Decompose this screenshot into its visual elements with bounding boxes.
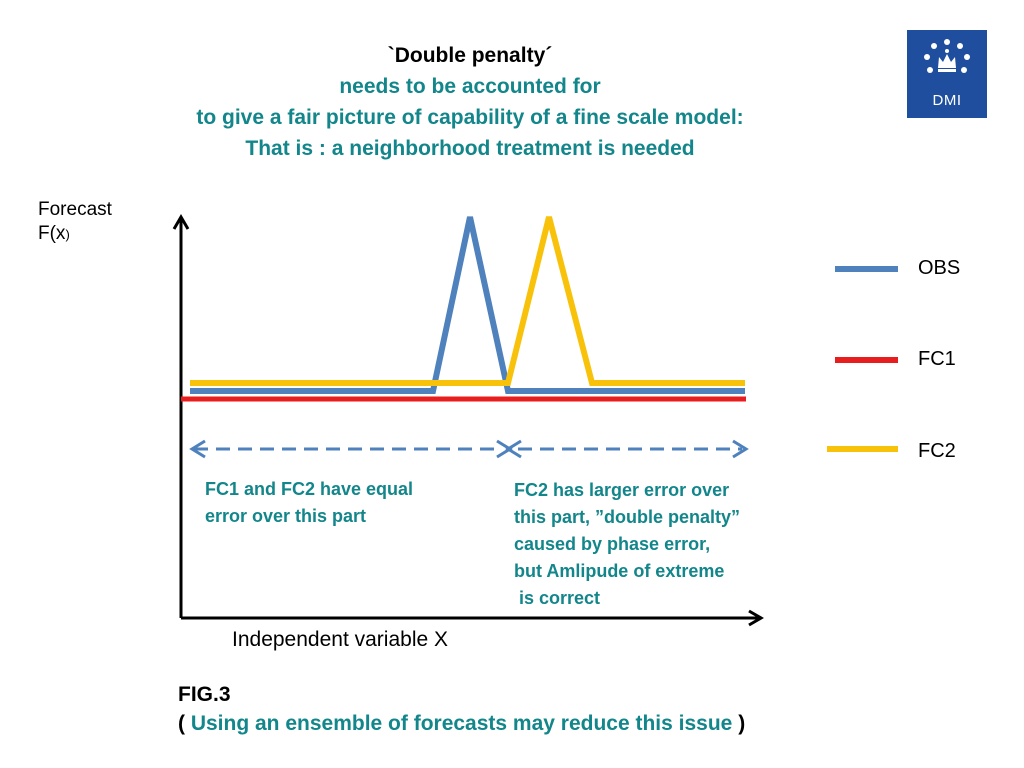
caption-text: Using an ensemble of forecasts may reduc… bbox=[190, 712, 733, 735]
obs-line bbox=[190, 216, 745, 394]
note-right: FC2 has larger error over this part, ”do… bbox=[514, 480, 741, 608]
x-axis-arrowhead bbox=[748, 609, 764, 627]
title-line-3: to give a fair picture of capability of … bbox=[196, 106, 744, 129]
y-axis-label-line-1: Forecast bbox=[38, 199, 112, 220]
title-line-4: That is : a neighborhood treatment is ne… bbox=[245, 137, 695, 160]
note-left: FC1 and FC2 have equal error over this p… bbox=[205, 479, 414, 526]
logo-text: DMI bbox=[932, 92, 962, 109]
y-axis-label: Forecast F(x) bbox=[38, 198, 112, 247]
region-arrow-right bbox=[505, 439, 749, 459]
dmi-logo: DMI bbox=[907, 30, 987, 118]
y-axis-arrowhead bbox=[172, 214, 190, 230]
x-axis-label: Independent variable X bbox=[232, 628, 448, 651]
y-axis-label-paren: ) bbox=[65, 227, 70, 242]
title-block: `Double penalty´ needs to be accounted f… bbox=[140, 40, 800, 164]
figure-caption: ( Using an ensemble of forecasts may red… bbox=[178, 712, 745, 736]
fc2-line bbox=[190, 216, 745, 386]
figure-label: FIG.3 bbox=[178, 683, 231, 706]
crown-icon bbox=[924, 39, 970, 73]
title-line-2: needs to be accounted for bbox=[339, 75, 601, 98]
legend-fc2-label: FC2 bbox=[918, 440, 956, 462]
legend-obs-label: OBS bbox=[918, 257, 961, 279]
caption-close-paren: ) bbox=[732, 712, 746, 735]
y-axis-label-line-2: F(x) bbox=[38, 222, 112, 247]
region-arrow-left bbox=[189, 439, 513, 459]
caption-open-paren: ( bbox=[178, 712, 191, 735]
y-axis-label-fx: F(x bbox=[38, 223, 66, 244]
title-line-1: `Double penalty´ bbox=[387, 44, 553, 67]
legend-fc1-label: FC1 bbox=[918, 348, 956, 370]
